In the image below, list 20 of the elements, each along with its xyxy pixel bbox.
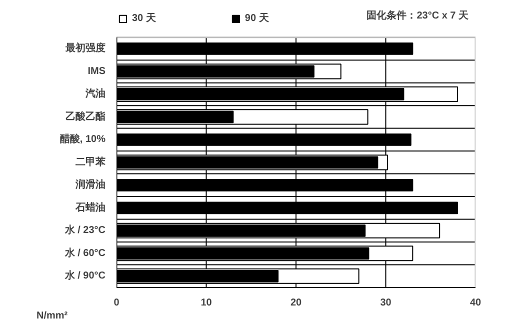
x-tick-label: 0 <box>114 298 120 308</box>
y-tick-label: 醋酸, 10% <box>60 133 106 146</box>
text: 固化条件：23°C x 7 天 <box>366 10 470 22</box>
y-tick-label: 水 / 23°C <box>64 224 106 236</box>
x-axis-title: N/mm² <box>36 310 68 322</box>
y-tick-label: 二甲苯 <box>76 156 106 168</box>
x-tick-label: 10 <box>200 298 212 308</box>
y-tick-label: 石蜡油 <box>74 201 106 214</box>
y-tick-label: 水 / 90°C <box>64 270 106 282</box>
y-tick-label: 汽油 <box>84 88 106 100</box>
legend-label: 30 天 <box>132 12 156 25</box>
y-tick-label: 润滑油 <box>74 178 106 191</box>
y-tick-label: 乙酸乙酯 <box>66 110 106 122</box>
x-tick-label: 30 <box>380 298 392 308</box>
x-tick-label: 20 <box>290 298 302 308</box>
y-tick-label: 最初强度 <box>64 42 106 54</box>
y-tick-label: IMS <box>88 66 106 77</box>
legend-label: 90 天 <box>244 12 269 25</box>
y-tick-label: 水 / 60°C <box>64 246 106 259</box>
x-tick-label: 40 <box>470 298 482 308</box>
